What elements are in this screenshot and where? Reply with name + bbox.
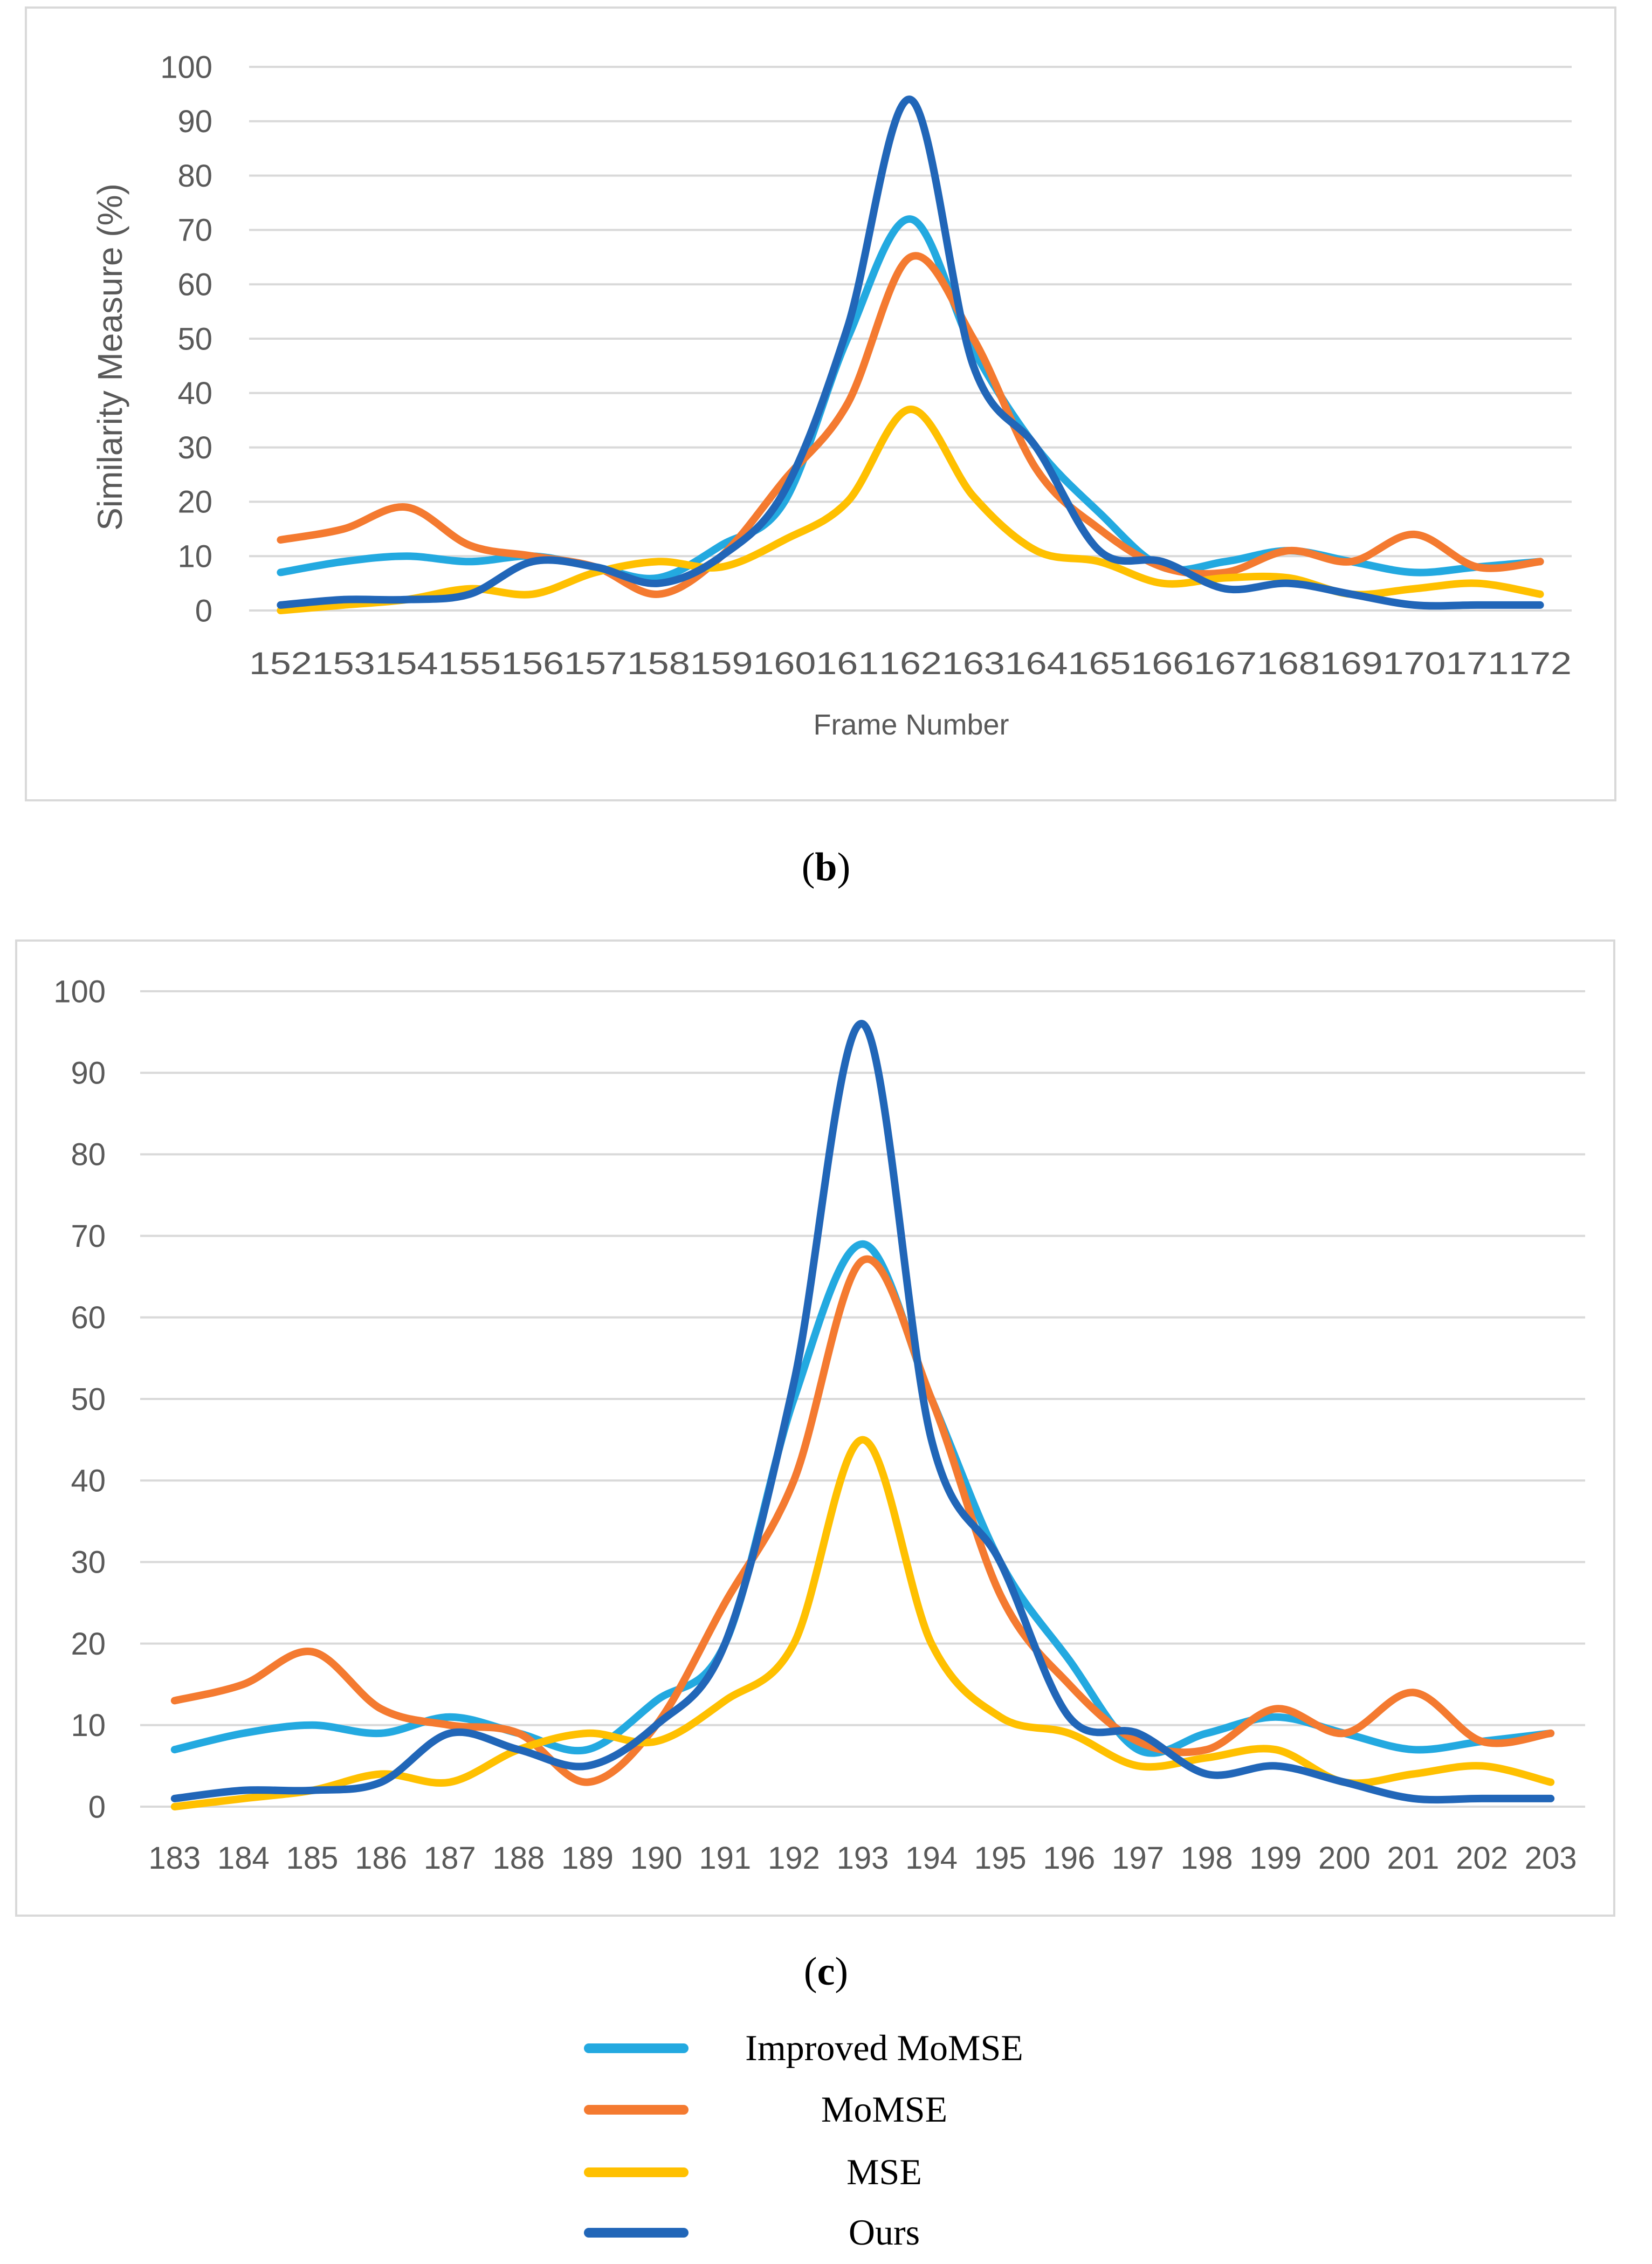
caption-b-close-paren: ) — [837, 845, 851, 889]
y-tick-label: 90 — [177, 104, 212, 139]
x-tick-label: 169 — [1320, 646, 1383, 681]
x-tick-label: 166 — [1131, 646, 1194, 681]
x-tick-label: 172 — [1509, 646, 1572, 681]
caption-b: (b) — [802, 845, 850, 889]
series-line-momse — [277, 252, 1544, 598]
svg-text:(b): (b) — [802, 845, 850, 889]
x-tick-label: 161 — [816, 646, 879, 681]
x-tick-label: 168 — [1257, 646, 1320, 681]
y-tick-label: 80 — [71, 1137, 106, 1172]
y-tick-label: 70 — [71, 1219, 106, 1254]
x-tick-label: 183 — [148, 1841, 201, 1876]
x-tick-label: 153 — [312, 646, 375, 681]
caption-c-open-paren: ( — [804, 1950, 817, 1994]
x-tick-label: 197 — [1112, 1841, 1164, 1876]
x-tick-label: 164 — [1005, 646, 1068, 681]
x-tick-label: 184 — [217, 1841, 270, 1876]
y-tick-label: 60 — [177, 267, 212, 303]
x-tick-label: 196 — [1043, 1841, 1095, 1876]
x-tick-label: 160 — [753, 646, 816, 681]
x-tick-label: 159 — [690, 646, 753, 681]
x-tick-label: 188 — [493, 1841, 545, 1876]
x-tick-label: 200 — [1318, 1841, 1371, 1876]
x-tick-label: 192 — [768, 1841, 820, 1876]
y-tick-label: 80 — [177, 159, 212, 194]
y-tick-label: 20 — [71, 1627, 106, 1662]
x-tick-label: 187 — [424, 1841, 476, 1876]
x-tick-label: 165 — [1068, 646, 1131, 681]
y-tick-label: 10 — [177, 539, 212, 574]
x-tick-label: 163 — [942, 646, 1005, 681]
y-tick-label: 40 — [177, 376, 212, 411]
chart-c-x-tick-labels: 183 184 185 186 187 188 189 190 191 192 193 194 195 1… — [148, 1841, 1577, 1876]
y-tick-label: 30 — [177, 430, 212, 465]
y-tick-label: 10 — [71, 1708, 106, 1743]
y-tick-label: 100 — [160, 50, 212, 85]
y-tick-label: 40 — [71, 1464, 106, 1499]
chart-b-y-tick-labels: 0 10 20 30 40 50 60 70 80 90 100 — [160, 50, 212, 628]
chart-b-series-lines — [277, 95, 1544, 614]
x-tick-label: 201 — [1387, 1841, 1440, 1876]
x-tick-label: 158 — [627, 646, 690, 681]
x-tick-label: 191 — [699, 1841, 751, 1876]
x-tick-label: 195 — [974, 1841, 1027, 1876]
y-tick-label: 20 — [177, 485, 212, 520]
chart-c-series-lines — [170, 1020, 1555, 1810]
y-tick-label: 0 — [195, 593, 212, 628]
x-tick-label: 190 — [630, 1841, 683, 1876]
x-tick-label: 157 — [564, 646, 627, 681]
chart-c-gridlines — [140, 990, 1585, 1808]
legend-label-improved-momse: Improved MoMSE — [745, 2027, 1023, 2068]
x-tick-label: 152 — [249, 646, 312, 681]
svg-text:(c): (c) — [804, 1950, 848, 1994]
x-tick-label: 155 — [438, 646, 501, 681]
x-tick-label: 202 — [1456, 1841, 1508, 1876]
x-tick-label: 170 — [1383, 646, 1446, 681]
y-tick-label: 50 — [71, 1382, 106, 1417]
caption-b-letter: b — [815, 845, 837, 889]
series-line-improved-momse — [170, 1240, 1555, 1757]
chart-b-gridlines — [249, 66, 1572, 612]
series-line-mse — [170, 1436, 1555, 1810]
caption-c: (c) — [804, 1950, 848, 1994]
x-tick-label: 189 — [561, 1841, 614, 1876]
chart-b-y-axis-title: Similarity Measure (%) — [91, 183, 129, 531]
y-tick-label: 30 — [71, 1545, 106, 1580]
x-tick-label: 186 — [355, 1841, 407, 1876]
y-tick-label: 50 — [177, 321, 212, 356]
y-tick-label: 70 — [177, 213, 212, 248]
series-line-ours — [277, 95, 1544, 610]
series-line-momse — [170, 1255, 1555, 1786]
x-tick-label: 154 — [375, 646, 438, 681]
legend-label-momse: MoMSE — [821, 2089, 947, 2130]
x-tick-label: 194 — [905, 1841, 958, 1876]
x-tick-label: 171 — [1446, 646, 1509, 681]
legend: Improved MoMSE MoMSE MSE Ours — [584, 2027, 1023, 2253]
y-tick-label: 90 — [71, 1056, 106, 1091]
x-tick-label: 162 — [879, 646, 942, 681]
y-tick-label: 100 — [53, 974, 106, 1009]
caption-c-close-paren: ) — [835, 1950, 848, 1994]
x-tick-label: 199 — [1249, 1841, 1302, 1876]
chart-c-frame — [15, 939, 1615, 1917]
legend-label-mse: MSE — [846, 2151, 922, 2192]
x-tick-label: 167 — [1194, 646, 1257, 681]
series-line-ours — [170, 1020, 1555, 1804]
x-tick-label: 156 — [501, 646, 564, 681]
chart-b-x-tick-labels: 152 153 154 155 156 157 158 159 160 161 162 163 164 1… — [249, 646, 1572, 681]
y-tick-label: 0 — [88, 1789, 106, 1824]
legend-label-ours: Ours — [849, 2212, 920, 2253]
x-tick-label: 203 — [1525, 1841, 1577, 1876]
caption-b-open-paren: ( — [802, 845, 815, 889]
caption-c-letter: c — [817, 1950, 835, 1994]
x-tick-label: 193 — [837, 1841, 889, 1876]
x-tick-label: 198 — [1181, 1841, 1233, 1876]
x-tick-label: 185 — [286, 1841, 339, 1876]
chart-c-y-tick-labels: 0 10 20 30 40 50 60 70 80 90 100 — [53, 974, 106, 1824]
chart-b-x-axis-title: Frame Number — [813, 709, 1009, 741]
y-tick-label: 60 — [71, 1300, 106, 1335]
